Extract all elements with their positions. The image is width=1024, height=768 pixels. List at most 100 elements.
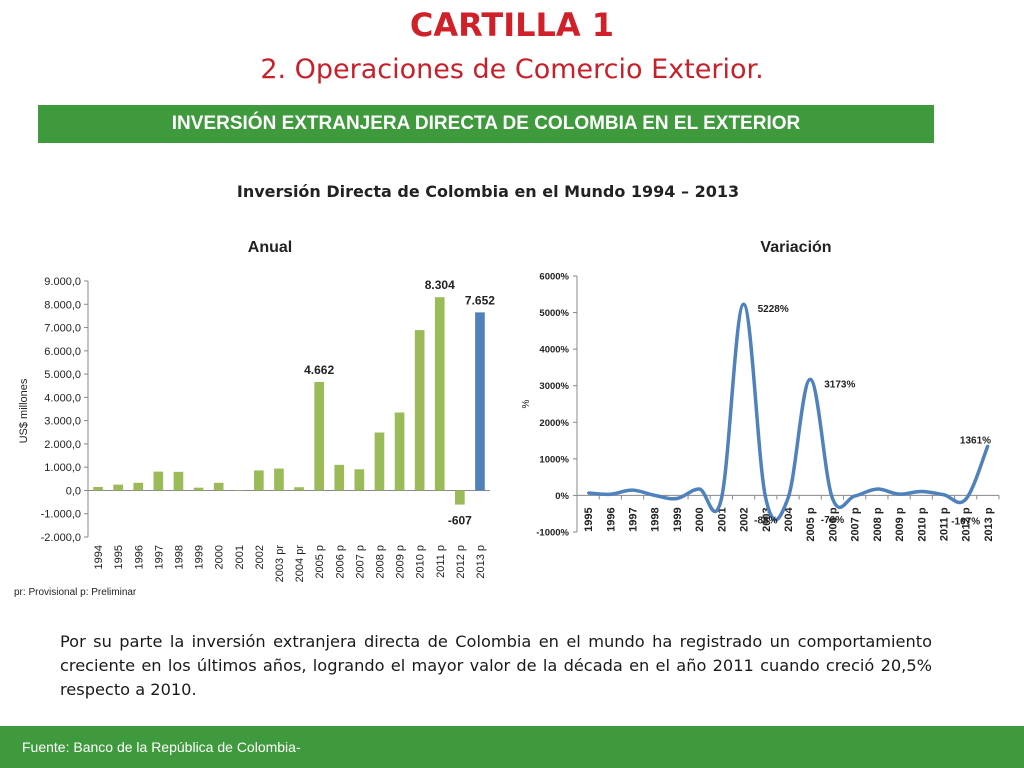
x-tick-label: 1995 xyxy=(583,507,595,531)
data-label: -85% xyxy=(754,516,777,527)
page-subtitle: 2. Operaciones de Comercio Exterior. xyxy=(260,54,764,85)
data-point xyxy=(986,444,990,447)
footnote: pr: Provisional p: Preliminar xyxy=(14,587,137,598)
data-point xyxy=(675,497,679,500)
source-note: Fuente: Banco de la República de Colombi… xyxy=(22,739,301,755)
bar xyxy=(153,471,164,491)
bar xyxy=(374,432,385,491)
y-tick-label: 7.000,0 xyxy=(44,323,81,335)
section-banner: INVERSIÓN EXTRANJERA DIRECTA DE COLOMBIA… xyxy=(38,105,934,143)
data-label: 3173% xyxy=(824,379,855,390)
y-tick-label: 9.000,0 xyxy=(44,276,81,288)
x-tick-label: 2004 xyxy=(783,507,795,532)
data-label: -107% xyxy=(951,516,980,527)
variation-line-chart: Variación -1000% 0% 1000% 2000% 3000% 4000% 500… xyxy=(521,239,1000,542)
x-tick-label: 2012 p xyxy=(961,507,973,542)
x-tick-label: 2011 p xyxy=(435,545,447,578)
y-axis-title: US$ millones xyxy=(18,378,30,443)
bar xyxy=(133,482,144,491)
bar xyxy=(173,471,184,491)
data-point xyxy=(875,487,879,491)
y-tick-label: 2000% xyxy=(539,418,569,429)
y-tick-label: 8.000,0 xyxy=(44,299,81,311)
x-tick-label: 2000 xyxy=(694,507,706,531)
data-point xyxy=(631,488,634,492)
data-point xyxy=(831,497,834,500)
description-paragraph: Por su parte la inversión extranjera dir… xyxy=(60,632,932,699)
bar xyxy=(414,330,425,491)
bar xyxy=(394,412,405,491)
data-point xyxy=(964,498,967,501)
x-tick-label: 1994 xyxy=(93,545,105,569)
bar xyxy=(354,469,365,491)
bar xyxy=(233,489,244,491)
data-label: 7.652 xyxy=(465,293,495,307)
data-point xyxy=(920,490,923,493)
bar xyxy=(455,490,465,505)
footer-bar: Fuente: Banco de la República de Colombi… xyxy=(0,726,1024,768)
y-tick-label: 5.000,0 xyxy=(44,369,81,381)
x-tick-label: 1995 xyxy=(113,545,125,569)
bar xyxy=(294,487,304,491)
x-tick-label: 1996 xyxy=(133,545,145,569)
data-label: 5228% xyxy=(758,304,789,315)
y-tick-label: -2.000,0 xyxy=(41,532,81,544)
data-point xyxy=(942,493,945,496)
x-tick-label: 1996 xyxy=(605,507,617,531)
x-tick-label: 2002 xyxy=(739,507,751,531)
data-point xyxy=(653,494,656,497)
x-tick-label: 2010 p xyxy=(916,507,928,542)
data-point xyxy=(764,497,767,500)
x-tick-label: 2003 pr xyxy=(274,545,286,583)
y-tick-label: 3000% xyxy=(539,381,569,392)
x-tick-label: 2001 xyxy=(234,545,246,569)
x-tick-label: 2013 p xyxy=(475,545,487,579)
data-point xyxy=(586,491,590,495)
x-tick-label: 2010 p xyxy=(415,545,427,579)
x-tick-label: 2004 pr xyxy=(294,545,306,583)
y-tick-label: 3.000,0 xyxy=(44,416,81,428)
data-label: -76% xyxy=(821,515,844,526)
data-label: 4.662 xyxy=(304,363,334,377)
x-tick-label: 1999 xyxy=(672,507,684,531)
y-axis-title: % xyxy=(521,399,532,408)
bar xyxy=(334,464,345,491)
data-point xyxy=(809,378,812,381)
y-tick-label: 2.000,0 xyxy=(44,439,81,451)
bar xyxy=(475,312,485,491)
x-tick-label: 2009 p xyxy=(894,507,906,542)
bar xyxy=(434,297,445,491)
variation-series-line xyxy=(587,302,990,522)
data-point xyxy=(697,487,701,491)
x-tick-label: 1997 xyxy=(628,507,640,531)
x-tick-label: 2008 p xyxy=(872,507,884,542)
data-point xyxy=(742,303,745,306)
x-tick-label: 2007 p xyxy=(850,507,862,542)
x-tick-label: 2006 p xyxy=(334,545,346,579)
bar xyxy=(113,484,123,491)
y-tick-label: 0% xyxy=(555,491,569,502)
x-tick-label: 2001 xyxy=(716,507,728,531)
data-point xyxy=(897,492,901,496)
x-tick-label: 2008 p xyxy=(374,545,386,579)
y-tick-label: 1000% xyxy=(539,454,569,465)
x-tick-label: 2009 p xyxy=(395,545,407,579)
data-label: -607 xyxy=(448,514,472,528)
y-tick-label: 6000% xyxy=(539,272,569,283)
bar-chart-title: Anual xyxy=(248,239,292,256)
data-point xyxy=(853,494,856,498)
x-tick-label: 2007 p xyxy=(354,545,366,579)
annual-bar-chart: Anual -2.000,0 -1.000,0 0,0 1.000,0 2.000,0 3.… xyxy=(14,239,495,598)
x-tick-label: 2013 p xyxy=(983,507,995,542)
x-tick-label: 2005 p xyxy=(805,507,817,542)
x-tick-label: 2011 p xyxy=(938,507,950,541)
page-title: CARTILLA 1 xyxy=(409,6,615,44)
y-tick-label: 4000% xyxy=(539,345,569,356)
bar xyxy=(193,487,204,491)
bar xyxy=(254,470,264,491)
data-label: 1361% xyxy=(960,436,991,447)
data-point xyxy=(720,497,723,501)
y-tick-label: -1.000,0 xyxy=(41,509,81,521)
x-tick-label: 1998 xyxy=(650,507,662,531)
data-point xyxy=(786,497,790,500)
